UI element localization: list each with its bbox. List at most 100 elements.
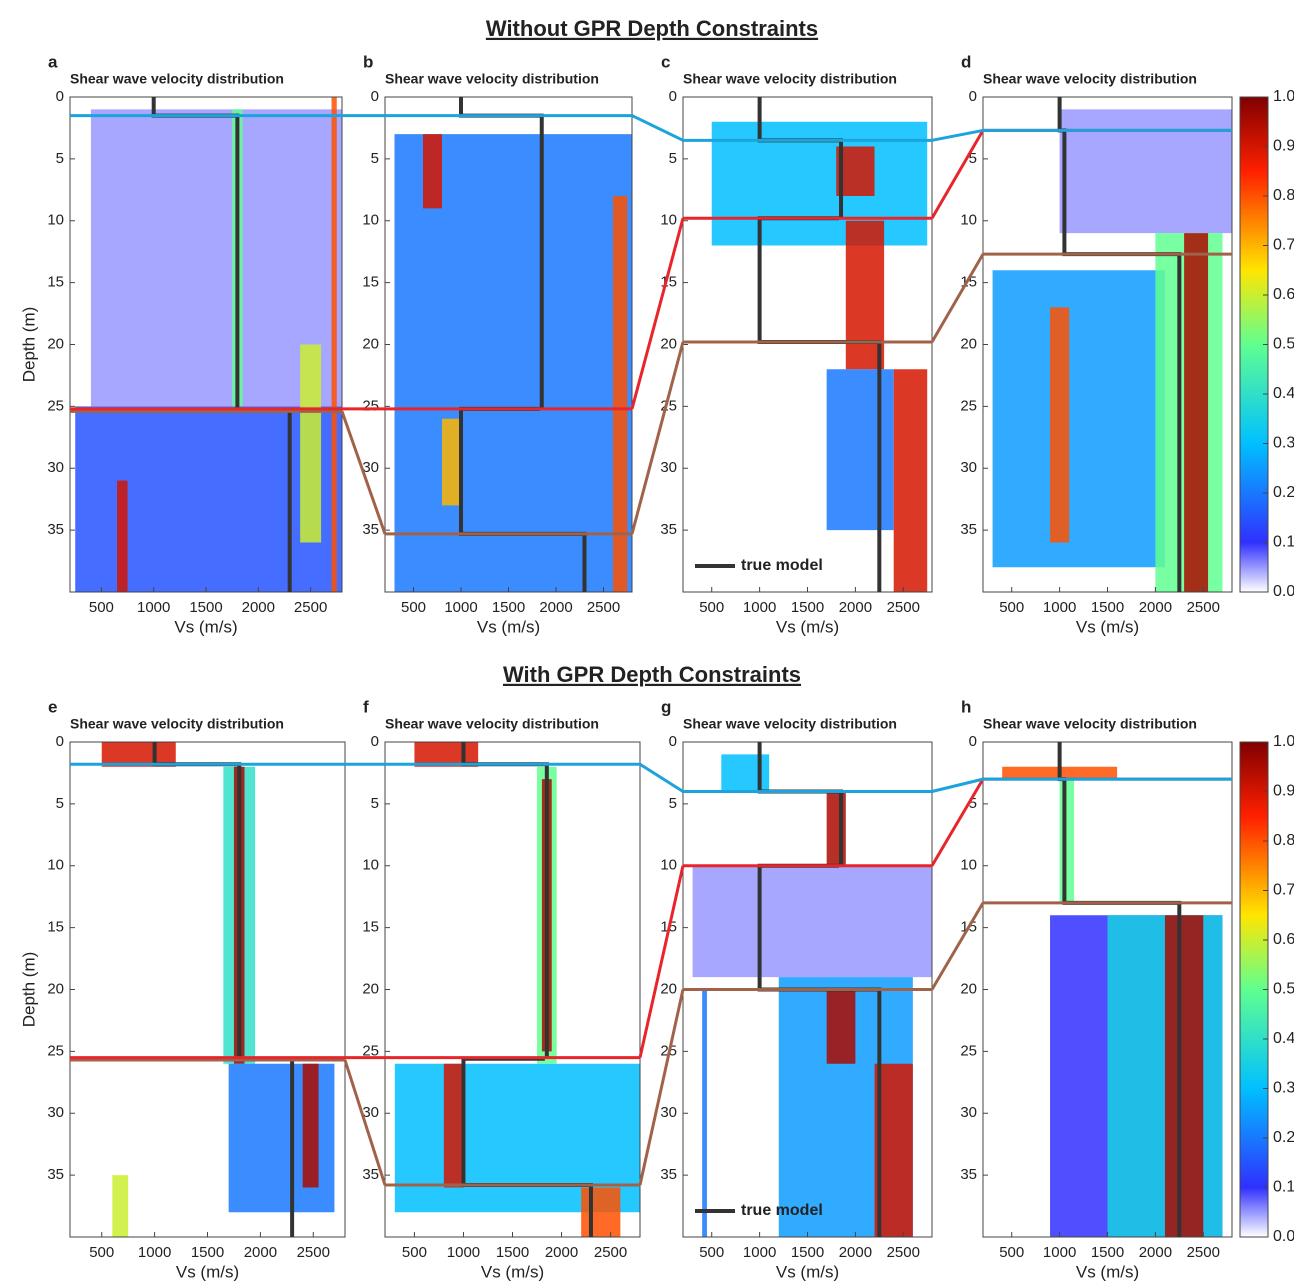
y-tick-label: 35 — [660, 1166, 677, 1183]
x-tick-label: 1500 — [1091, 1244, 1124, 1261]
y-tick-label: 5 — [371, 150, 379, 167]
y-tick-label: 10 — [660, 857, 677, 874]
x-tick-label: 2500 — [1187, 599, 1220, 616]
y-tick-label: 5 — [56, 150, 64, 167]
heatmap — [711, 121, 928, 592]
y-tick-label: 25 — [960, 1042, 977, 1059]
y-tick-label: 20 — [47, 980, 64, 997]
colorbar-tick-label: 0.4 — [1273, 385, 1294, 402]
x-axis-label: Vs (m/s) — [776, 617, 839, 636]
panel-title: Shear wave velocity distribution — [683, 71, 897, 87]
x-axis-label: Vs (m/s) — [1076, 617, 1139, 636]
x-tick-label: 2500 — [294, 599, 327, 616]
density-cell — [826, 989, 856, 1064]
x-tick-label: 2000 — [839, 1244, 872, 1261]
density-cell — [443, 1063, 464, 1188]
density-cell — [117, 480, 128, 592]
density-cell — [112, 1175, 129, 1237]
x-tick-label: 2500 — [594, 1244, 627, 1261]
density-cell — [1184, 233, 1209, 592]
y-tick-label: 35 — [47, 521, 64, 538]
x-axis-label: Vs (m/s) — [481, 1262, 544, 1281]
y-tick-label: 35 — [362, 1166, 379, 1183]
y-tick-label: 25 — [47, 397, 64, 414]
x-tick-label: 500 — [89, 1244, 114, 1261]
y-tick-label: 10 — [47, 857, 64, 874]
colorbar-tick-label: 0.7 — [1273, 882, 1294, 899]
x-tick-label: 1500 — [189, 599, 222, 616]
x-tick-label: 1500 — [492, 599, 525, 616]
density-cell — [992, 270, 1165, 568]
y-tick-label: 0 — [669, 733, 677, 750]
colorbar-tick-label: 0.9 — [1273, 138, 1294, 155]
density-cell — [442, 418, 461, 506]
x-tick-label: 1000 — [447, 1244, 480, 1261]
density-cell — [893, 369, 928, 592]
colorbar-tick-label: 0.3 — [1273, 1080, 1294, 1097]
y-tick-label: 30 — [960, 459, 977, 476]
x-tick-label: 1500 — [496, 1244, 529, 1261]
density-cell — [581, 1187, 621, 1237]
x-tick-label: 500 — [999, 1244, 1024, 1261]
y-tick-label: 20 — [362, 335, 379, 352]
x-tick-label: 2000 — [244, 1244, 277, 1261]
y-tick-label: 5 — [371, 795, 379, 812]
interface-connector — [343, 1059, 387, 1186]
panel-title: Shear wave velocity distribution — [385, 716, 599, 732]
interface-connector — [630, 341, 685, 535]
panel-letter: e — [48, 697, 57, 716]
colorbar-tick-label: 0.0 — [1273, 1228, 1294, 1245]
y-tick-label: 20 — [47, 335, 64, 352]
x-tick-label: 1000 — [1043, 1244, 1076, 1261]
interface-connector — [639, 763, 684, 793]
y-tick-label: 35 — [960, 1166, 977, 1183]
colorbar-tick-label: 0.1 — [1273, 534, 1294, 551]
density-cell — [1059, 779, 1074, 903]
interface-connector — [931, 128, 984, 142]
y-axis-label: Depth (m) — [19, 952, 38, 1028]
panel-letter: c — [661, 52, 670, 71]
density-cell — [1164, 915, 1204, 1237]
y-tick-label: 30 — [362, 459, 379, 476]
y-tick-label: 30 — [47, 1104, 64, 1121]
panel-letter: g — [661, 697, 671, 716]
x-tick-label: 1500 — [1091, 599, 1124, 616]
y-tick-label: 10 — [362, 212, 379, 229]
density-cell — [300, 344, 322, 543]
y-tick-label: 0 — [669, 88, 677, 105]
colorbar-tick-label: 0.7 — [1273, 237, 1294, 254]
x-tick-label: 2000 — [1139, 599, 1172, 616]
interface-connector — [931, 777, 984, 793]
x-axis-label: Vs (m/s) — [477, 617, 540, 636]
colorbar-tick-label: 1.0 — [1273, 88, 1294, 105]
y-tick-label: 25 — [47, 1042, 64, 1059]
y-tick-label: 35 — [362, 521, 379, 538]
heatmap — [692, 754, 932, 1237]
y-tick-label: 20 — [960, 980, 977, 997]
y-tick-label: 10 — [362, 857, 379, 874]
density-cell — [702, 989, 707, 1237]
interface-connector — [631, 114, 684, 142]
y-tick-label: 15 — [47, 919, 64, 936]
density-cell — [423, 134, 442, 209]
x-tick-label: 2500 — [1187, 1244, 1220, 1261]
y-tick-label: 20 — [660, 335, 677, 352]
x-axis-label: Vs (m/s) — [1076, 1262, 1139, 1281]
panel-letter: d — [961, 52, 971, 71]
y-tick-label: 5 — [969, 150, 977, 167]
x-tick-label: 2500 — [297, 1244, 330, 1261]
density-cell — [711, 121, 928, 246]
x-axis-label: Vs (m/s) — [174, 617, 237, 636]
panel-title: Shear wave velocity distribution — [983, 71, 1197, 87]
y-tick-label: 35 — [660, 521, 677, 538]
colorbar-tick-label: 0.2 — [1273, 484, 1294, 501]
colorbar-tick-label: 0.5 — [1273, 336, 1294, 353]
panel-title: Shear wave velocity distribution — [683, 716, 897, 732]
colorbar-tick-label: 0.1 — [1273, 1179, 1294, 1196]
x-tick-label: 1000 — [743, 1244, 776, 1261]
x-tick-label: 500 — [999, 599, 1024, 616]
density-cell — [692, 865, 932, 978]
x-tick-label: 1000 — [137, 599, 170, 616]
y-tick-label: 10 — [660, 212, 677, 229]
x-tick-label: 2000 — [839, 599, 872, 616]
